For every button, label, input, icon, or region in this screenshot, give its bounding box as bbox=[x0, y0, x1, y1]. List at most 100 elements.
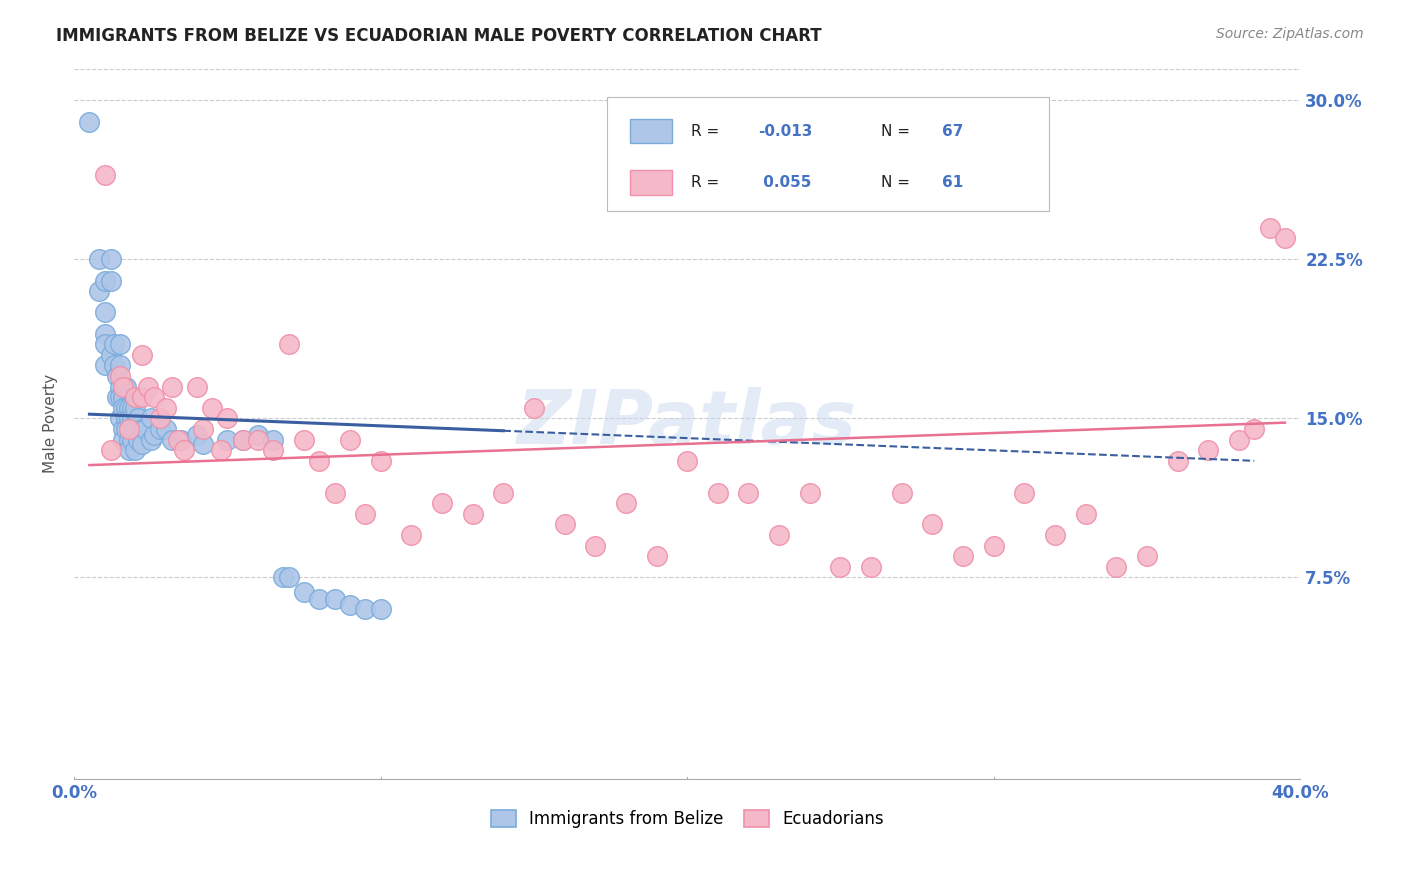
Point bbox=[87, 252, 110, 267]
Point bbox=[277, 570, 299, 584]
Point bbox=[121, 401, 143, 415]
Point bbox=[186, 428, 208, 442]
Point bbox=[149, 411, 172, 425]
Point bbox=[93, 337, 115, 351]
Point bbox=[131, 437, 153, 451]
Point bbox=[339, 433, 361, 447]
Text: 0.055: 0.055 bbox=[758, 175, 811, 190]
Point bbox=[127, 433, 149, 447]
Point bbox=[247, 428, 270, 442]
Point bbox=[232, 433, 254, 447]
Point bbox=[118, 411, 141, 425]
Point bbox=[232, 433, 254, 447]
Point bbox=[308, 454, 330, 468]
Text: 67: 67 bbox=[942, 123, 963, 138]
Point bbox=[136, 379, 159, 393]
Point bbox=[115, 401, 138, 415]
Point bbox=[370, 602, 392, 616]
Point bbox=[1136, 549, 1159, 564]
Point bbox=[118, 422, 141, 436]
Point bbox=[100, 274, 122, 288]
Y-axis label: Male Poverty: Male Poverty bbox=[44, 374, 58, 474]
Point bbox=[737, 485, 759, 500]
Point bbox=[115, 422, 138, 436]
Point bbox=[1274, 231, 1296, 245]
Point bbox=[173, 443, 195, 458]
Point bbox=[614, 496, 637, 510]
Point bbox=[155, 401, 177, 415]
Point bbox=[401, 528, 423, 542]
Point bbox=[1105, 559, 1128, 574]
Point bbox=[105, 369, 128, 384]
Point bbox=[1197, 443, 1219, 458]
Text: N =: N = bbox=[882, 123, 915, 138]
Point bbox=[430, 496, 453, 510]
Point bbox=[201, 401, 224, 415]
Point bbox=[108, 369, 131, 384]
Point bbox=[112, 379, 135, 393]
Point bbox=[118, 443, 141, 458]
Point bbox=[108, 337, 131, 351]
Point bbox=[921, 517, 943, 532]
Text: R =: R = bbox=[690, 175, 724, 190]
Point bbox=[191, 422, 214, 436]
Point bbox=[131, 422, 153, 436]
Point bbox=[118, 401, 141, 415]
Point bbox=[108, 390, 131, 404]
Point bbox=[155, 422, 177, 436]
Point bbox=[339, 598, 361, 612]
Point bbox=[124, 390, 146, 404]
Point bbox=[79, 114, 101, 128]
Point bbox=[191, 437, 214, 451]
Point bbox=[142, 390, 165, 404]
Point bbox=[952, 549, 974, 564]
Point bbox=[523, 401, 546, 415]
Point bbox=[676, 454, 699, 468]
Point bbox=[354, 602, 377, 616]
Point bbox=[1014, 485, 1036, 500]
Point bbox=[323, 485, 346, 500]
Point bbox=[112, 390, 135, 404]
Point bbox=[115, 411, 138, 425]
Point bbox=[890, 485, 912, 500]
Text: Source: ZipAtlas.com: Source: ZipAtlas.com bbox=[1216, 27, 1364, 41]
Point bbox=[108, 359, 131, 373]
Point bbox=[93, 168, 115, 182]
Point bbox=[160, 379, 183, 393]
Point bbox=[131, 348, 153, 362]
Point bbox=[247, 433, 270, 447]
Point bbox=[860, 559, 883, 574]
Point bbox=[108, 379, 131, 393]
FancyBboxPatch shape bbox=[607, 97, 1049, 211]
Point bbox=[103, 337, 125, 351]
Point bbox=[124, 401, 146, 415]
Point bbox=[217, 433, 239, 447]
Point bbox=[87, 284, 110, 298]
Point bbox=[292, 433, 315, 447]
Text: N =: N = bbox=[882, 175, 915, 190]
Point bbox=[370, 454, 392, 468]
Point bbox=[645, 549, 668, 564]
FancyBboxPatch shape bbox=[630, 119, 672, 144]
Point bbox=[554, 517, 576, 532]
Point bbox=[103, 359, 125, 373]
Point bbox=[160, 433, 183, 447]
Point bbox=[1243, 422, 1265, 436]
Point bbox=[1043, 528, 1066, 542]
Point bbox=[100, 443, 122, 458]
Point bbox=[799, 485, 821, 500]
Point bbox=[292, 585, 315, 599]
Point bbox=[1227, 433, 1250, 447]
Point bbox=[830, 559, 852, 574]
Point bbox=[170, 433, 193, 447]
Point bbox=[115, 379, 138, 393]
Point bbox=[118, 433, 141, 447]
Point bbox=[461, 507, 484, 521]
Point bbox=[277, 337, 299, 351]
Point bbox=[112, 433, 135, 447]
Point bbox=[262, 443, 284, 458]
Point bbox=[112, 379, 135, 393]
Point bbox=[127, 411, 149, 425]
Point bbox=[1074, 507, 1097, 521]
Point bbox=[93, 274, 115, 288]
